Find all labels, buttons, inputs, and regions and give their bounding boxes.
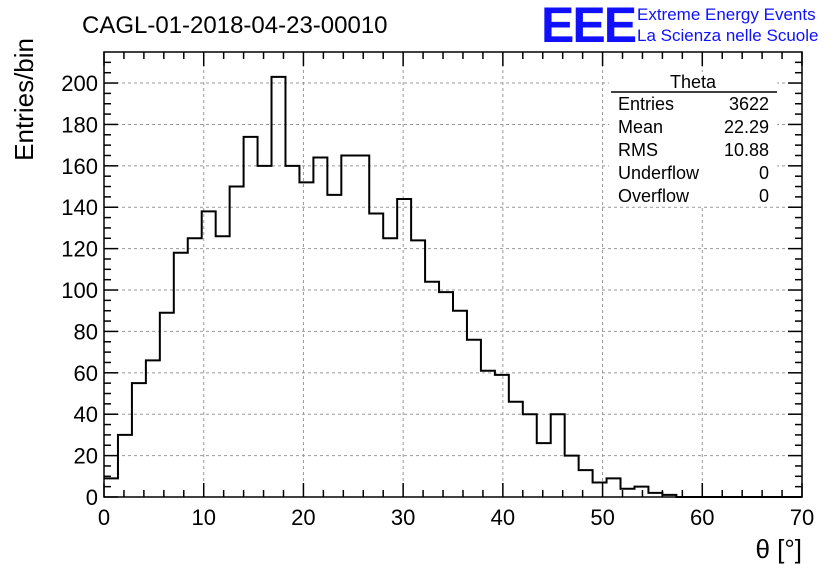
logo-mark: EEE [541, 0, 636, 53]
y-tick-label: 200 [61, 71, 98, 96]
axis-ticks: 0 10 20 30 40 50 60 70 0 20 40 60 80 100 120 140 160 180 2… [61, 52, 814, 530]
stats-row-label: Entries [618, 94, 674, 114]
stats-title: Theta [670, 72, 717, 92]
y-axis-label: Entries/bin [9, 38, 39, 161]
y-tick-label: 0 [86, 485, 98, 510]
y-tick-label: 100 [61, 278, 98, 303]
chart-title: CAGL-01-2018-04-23-00010 [82, 12, 388, 39]
y-tick-label: 140 [61, 195, 98, 220]
stats-row-value: 0 [759, 186, 769, 206]
y-tick-label: 180 [61, 112, 98, 137]
x-tick-label: 60 [690, 505, 714, 530]
x-tick-label: 70 [790, 505, 814, 530]
y-tick-label: 20 [74, 444, 98, 469]
y-tick-label: 120 [61, 237, 98, 262]
logo-line-1: Extreme Energy Events [637, 5, 816, 24]
eee-logo: EEE Extreme Energy Events La Scienza nel… [541, 0, 818, 53]
x-tick-label: 20 [291, 505, 315, 530]
x-axis-label: θ [°] [755, 534, 802, 564]
stats-row-value: 10.88 [724, 140, 769, 160]
x-tick-label: 40 [491, 505, 515, 530]
x-tick-label: 50 [590, 505, 614, 530]
y-tick-label: 60 [74, 361, 98, 386]
stats-row-label: Overflow [618, 186, 690, 206]
stats-box-background [609, 72, 777, 206]
stats-row-value: 22.29 [724, 117, 769, 137]
stats-row-label: Underflow [618, 163, 700, 183]
plot-frame [103, 51, 803, 498]
y-tick-label: 40 [74, 402, 98, 427]
stats-row-value: 3622 [729, 94, 769, 114]
stats-row-value: 0 [759, 163, 769, 183]
histogram-series [104, 75, 802, 498]
stats-row-label: Mean [618, 117, 663, 137]
x-tick-label: 30 [391, 505, 415, 530]
y-tick-label: 80 [74, 319, 98, 344]
x-tick-label: 10 [191, 505, 215, 530]
stats-box: Theta Entries 3622 Mean 22.29 RMS 10.88 Underf… [609, 72, 777, 206]
grid-lines [104, 52, 802, 497]
x-tick-label: 0 [98, 505, 110, 530]
stats-row-label: RMS [618, 140, 658, 160]
logo-line-2: La Scienza nelle Scuole [637, 26, 818, 45]
y-tick-label: 160 [61, 154, 98, 179]
stats-rows: Entries 3622 Mean 22.29 RMS 10.88 Underflow 0 Ov… [618, 94, 769, 206]
